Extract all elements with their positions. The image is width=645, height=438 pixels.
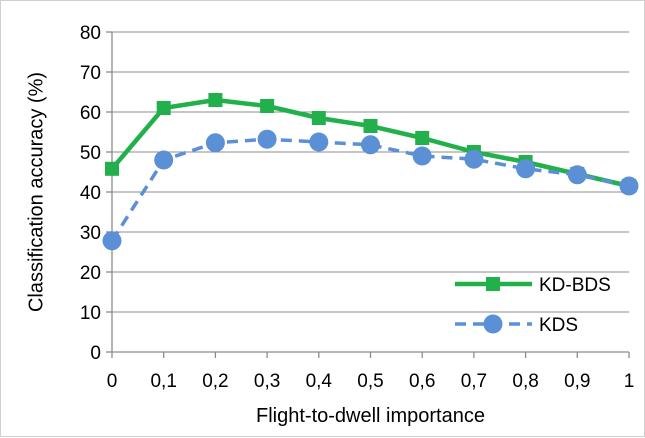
x-tick-label: 0,5 bbox=[357, 371, 383, 392]
data-point-kd-bds bbox=[156, 101, 171, 115]
y-tick-label: 50 bbox=[80, 143, 101, 164]
x-tick-label: 0 bbox=[107, 371, 118, 392]
data-point-kds bbox=[516, 159, 536, 179]
data-point-kds bbox=[205, 133, 225, 153]
y-tick-labels: 0 10 20 30 40 50 60 70 80 bbox=[80, 23, 101, 364]
x-tick-label: 0,9 bbox=[564, 371, 590, 392]
x-tick-label: 1 bbox=[624, 371, 635, 392]
data-point-kds bbox=[361, 135, 380, 155]
legend-marker-kds bbox=[483, 314, 503, 334]
x-axis-title: Flight-to-dwell importance bbox=[256, 405, 485, 427]
data-point-kd-bds bbox=[363, 119, 378, 133]
x-tick-label: 0,4 bbox=[306, 371, 333, 392]
y-tick-label: 10 bbox=[80, 303, 101, 324]
x-tick-label: 0,6 bbox=[409, 371, 435, 392]
data-point-kds bbox=[567, 165, 587, 185]
data-point-kds bbox=[412, 146, 432, 166]
series-group bbox=[102, 93, 639, 251]
y-tick-label: 20 bbox=[80, 263, 101, 284]
y-axis-title: Classification accuracy (%) bbox=[25, 72, 47, 312]
x-tick-label: 0,2 bbox=[202, 371, 228, 392]
x-tick-labels: 0 0,1 0,2 0,3 0,4 0,5 0,6 0,7 0,8 0,9 1 bbox=[107, 371, 635, 392]
legend-marker-kd-bds bbox=[486, 277, 500, 291]
data-point-kd-bds bbox=[260, 99, 275, 113]
series-kds bbox=[102, 129, 639, 251]
y-tick-label: 70 bbox=[80, 63, 101, 84]
y-tick-label: 40 bbox=[80, 183, 101, 204]
x-tick-label: 0,1 bbox=[150, 371, 176, 392]
data-point-kds bbox=[464, 149, 484, 169]
series-line-kds bbox=[110, 137, 630, 242]
y-tick-label: 0 bbox=[90, 343, 101, 364]
data-point-kds bbox=[257, 129, 277, 149]
data-point-kds bbox=[102, 231, 122, 251]
data-point-kds bbox=[154, 150, 174, 170]
data-point-kds bbox=[619, 176, 639, 196]
y-tick-label: 30 bbox=[80, 223, 101, 244]
legend-label-kds: KDS bbox=[539, 315, 578, 336]
axes bbox=[106, 31, 630, 358]
data-point-kd-bds bbox=[105, 161, 119, 176]
x-tick-label: 0,8 bbox=[512, 371, 538, 392]
data-point-kd-bds bbox=[208, 93, 223, 107]
legend-label-kd-bds: KD-BDS bbox=[539, 275, 611, 296]
data-point-kd-bds bbox=[415, 131, 430, 145]
x-tick-label: 0,7 bbox=[461, 371, 487, 392]
data-point-kds bbox=[309, 132, 329, 152]
y-tick-label: 80 bbox=[80, 23, 101, 44]
data-point-kd-bds bbox=[311, 111, 326, 125]
legend: KD-BDS KDS bbox=[455, 275, 611, 336]
x-tick-label: 0,3 bbox=[254, 371, 280, 392]
y-tick-label: 60 bbox=[80, 103, 101, 124]
